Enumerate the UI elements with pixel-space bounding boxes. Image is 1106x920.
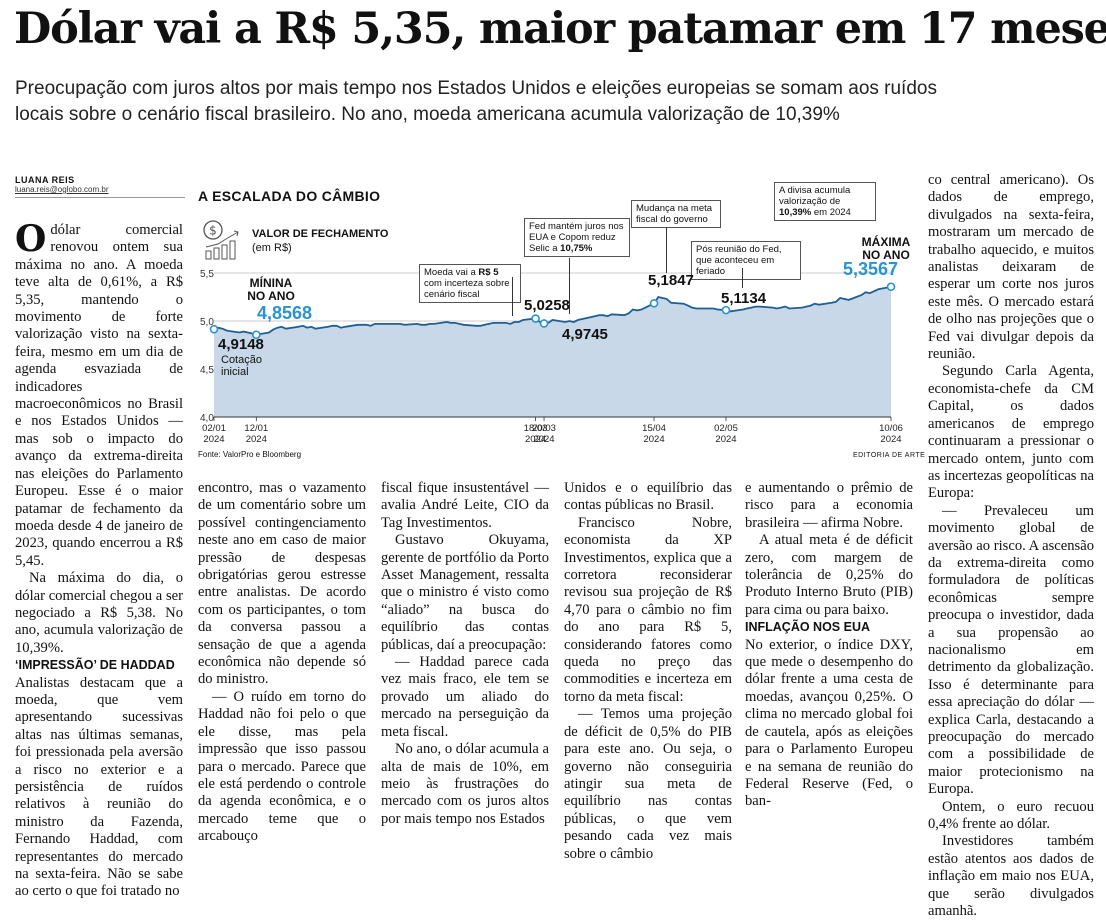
column-1: O dólar comercial renovou ontem sua máxi… bbox=[15, 218, 183, 901]
x-tick-label: 10/06 bbox=[879, 423, 903, 434]
x-tick-year: 2024 bbox=[246, 434, 267, 445]
annotation-leader bbox=[666, 227, 667, 273]
value-may02: 5,1134 bbox=[721, 290, 767, 307]
paragraph: Unidos e o equilíbrio das contas pública… bbox=[564, 480, 732, 514]
annotation-moeda: Moeda vai a R$ 5 com incerteza sobre cen… bbox=[419, 264, 521, 303]
x-tick-label: 18/03 bbox=[524, 423, 548, 434]
annotation-divisa: A divisa acumula valorização de 10,39% e… bbox=[774, 182, 876, 221]
column-5: e aumentando o prêmio de risco para a ec… bbox=[745, 480, 913, 811]
value-apr15: 5,1847 bbox=[648, 272, 694, 289]
start-value: 4,9148 bbox=[218, 336, 264, 353]
data-point-marker bbox=[252, 330, 261, 340]
x-tick-label: 12/01 bbox=[244, 423, 268, 434]
x-tick-year: 2024 bbox=[533, 434, 554, 445]
x-tick-year: 2024 bbox=[643, 434, 664, 445]
x-tick-year: 2024 bbox=[715, 434, 736, 445]
paragraph: encontro, mas o vazamento de um comentár… bbox=[198, 480, 366, 688]
paragraph: fiscal fique insustentável — avalia Andr… bbox=[381, 480, 549, 531]
dek: Preocupação com juros altos por mais tem… bbox=[15, 78, 937, 125]
paragraph: A atual meta é de déficit zero, com marg… bbox=[745, 532, 913, 618]
paragraph: Investidores também estão atentos aos da… bbox=[928, 833, 1094, 920]
data-point-marker bbox=[649, 298, 659, 308]
headline: Dólar vai a R$ 5,35, maior patamar em 17… bbox=[14, 4, 1106, 54]
y-tick-label: 4,0 bbox=[200, 413, 214, 424]
chart-title: A ESCALADA DO CÂMBIO bbox=[198, 188, 381, 204]
paragraph: Analistas destacam que a moeda, que vem … bbox=[15, 674, 183, 900]
drop-cap: O bbox=[15, 218, 47, 260]
column-6: co central americano). Os dados de empre… bbox=[928, 172, 1094, 920]
byline: LUANA REIS bbox=[15, 175, 75, 185]
paragraph: Gustavo Okuyama, gerente de portfólio da… bbox=[381, 532, 549, 653]
data-point-marker bbox=[539, 319, 549, 328]
subheading: ‘IMPRESSÃO’ DE HADDAD bbox=[15, 658, 175, 673]
data-point-marker bbox=[886, 282, 896, 292]
paragraph: — O ruído em torno do Haddad não foi pel… bbox=[198, 688, 366, 845]
paragraph: — Temos uma projeção de déficit de 0,5% … bbox=[564, 706, 732, 862]
min-value: 4,8568 bbox=[257, 303, 313, 323]
paragraph: Ontem, o euro recuou 0,4% frente ao dóla… bbox=[928, 798, 1094, 833]
y-tick-label: 4,5 bbox=[200, 365, 214, 376]
paragraph: — Haddad parece cada vez mais fraco, ele… bbox=[381, 654, 549, 740]
subheading: INFLAÇÃO NOS EUA bbox=[745, 620, 870, 635]
max-value: 5,3567 bbox=[843, 259, 899, 279]
chart-credit: EDITORIA DE ARTE bbox=[853, 452, 926, 459]
dollar-chart-icon: $ bbox=[203, 220, 239, 260]
svg-text:$: $ bbox=[209, 224, 217, 238]
annotation-leader bbox=[512, 277, 513, 316]
legend-title: VALOR DE FECHAMENTO bbox=[252, 228, 389, 240]
x-tick-label: 20/03 bbox=[532, 423, 556, 434]
x-tick-label: 02/05 bbox=[714, 423, 738, 434]
chart-source: Fonte: ValorPro e Bloomberg bbox=[198, 450, 302, 459]
annotation-leader bbox=[569, 258, 570, 314]
paragraph: No ano, o dólar acumula a alta de mais d… bbox=[381, 741, 549, 827]
exchange-rate-chart: 5,55,04,54,002/01202412/01202418/0320242… bbox=[200, 269, 903, 445]
data-point-marker bbox=[531, 314, 540, 323]
column-3: fiscal fique insustentável — avalia Andr… bbox=[381, 480, 549, 828]
annotation-posfed: Pós reunião do Fed, que aconteceu em fer… bbox=[691, 241, 801, 280]
x-tick-label: 15/04 bbox=[642, 423, 666, 434]
data-point-marker bbox=[721, 305, 731, 315]
y-tick-label: 5,5 bbox=[200, 269, 214, 280]
paragraph: — Prevaleceu um movimento global de aver… bbox=[928, 502, 1094, 798]
paragraph: Na máxima do dia, o dólar comercial cheg… bbox=[15, 570, 183, 656]
chart-legend: VALOR DE FECHAMENTO (em R$) bbox=[252, 227, 389, 255]
value-mar20: 4,9745 bbox=[562, 326, 608, 343]
x-tick-year: 2024 bbox=[880, 434, 901, 445]
max-label: MÁXIMA NO ANO bbox=[861, 235, 911, 262]
x-tick-year: 2024 bbox=[203, 434, 224, 445]
paragraph: Francisco Nobre, economista da XP Invest… bbox=[564, 514, 732, 705]
annotation-leader bbox=[742, 268, 743, 288]
legend-unit: (em R$) bbox=[252, 242, 292, 254]
byline-divider bbox=[15, 197, 185, 198]
column-4: Unidos e o equilíbrio das contas pública… bbox=[564, 480, 732, 863]
start-caption: Cotação inicial bbox=[221, 354, 262, 378]
paragraph: No exterior, o índice DXY, que mede o de… bbox=[745, 636, 913, 810]
author-email[interactable]: luana.reis@oglobo.com.br bbox=[15, 185, 109, 194]
data-point-marker bbox=[209, 324, 219, 334]
annotation-meta: Mudança na meta fiscal do governo bbox=[631, 200, 721, 228]
min-label: MÍNINA NO ANO bbox=[247, 276, 295, 303]
x-tick-year: 2024 bbox=[525, 434, 546, 445]
x-tick-label: 02/01 bbox=[202, 423, 226, 434]
annotation-fed: Fed mantém juros nos EUA e Copom reduz S… bbox=[524, 218, 630, 257]
paragraph: Segundo Carla Agenta, economista-chefe d… bbox=[928, 363, 1094, 502]
value-mar18: 5,0258 bbox=[524, 297, 570, 314]
column-2: encontro, mas o vazamento de um comentár… bbox=[198, 480, 366, 846]
paragraph: e aumentando o prêmio de risco para a ec… bbox=[745, 480, 913, 531]
area-fill bbox=[214, 286, 891, 417]
paragraph: co central americano). Os dados de empre… bbox=[928, 172, 1094, 363]
y-tick-label: 5,0 bbox=[200, 317, 214, 328]
paragraph: dólar comercial renovou ontem sua máxima… bbox=[15, 222, 183, 569]
